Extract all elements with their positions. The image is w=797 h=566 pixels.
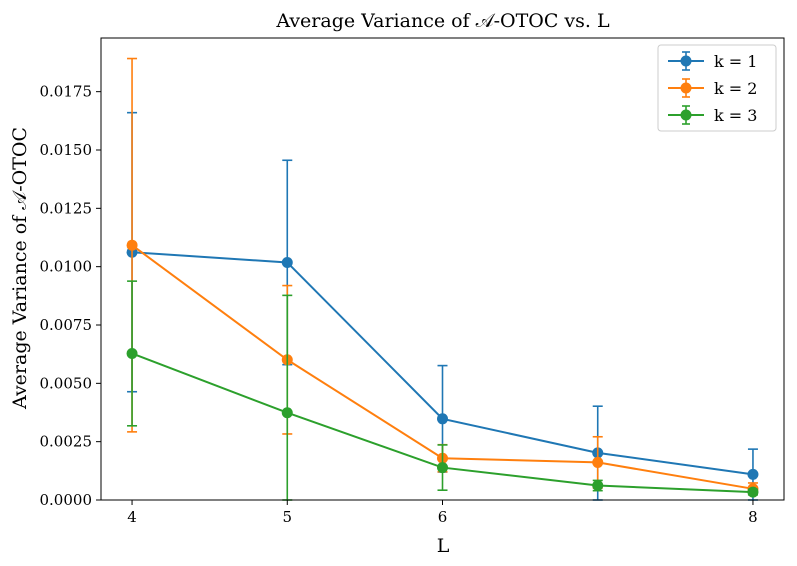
legend-box — [657, 44, 777, 132]
series-1 — [126, 111, 759, 501]
legend-entry: k = 2 — [668, 78, 757, 98]
data-point — [126, 239, 138, 251]
data-point — [747, 468, 759, 480]
y-tick-label: 0.0125 — [40, 199, 93, 217]
plot-area — [126, 57, 759, 501]
y-tick-label: 0.0075 — [40, 316, 93, 334]
legend-marker — [680, 55, 692, 67]
x-tick-label: 4 — [127, 508, 137, 526]
data-point — [437, 413, 448, 425]
data-point — [592, 480, 604, 492]
x-tick-label: 5 — [282, 508, 292, 526]
y-tick-label: 0.0025 — [40, 433, 93, 451]
y-tick-label: 0.0000 — [40, 491, 93, 509]
y-axis-label: Average Variance of 𝒜-OTOC — [9, 127, 31, 410]
x-tick-label: 6 — [438, 508, 448, 526]
legend-marker — [680, 82, 692, 94]
legend-label: k = 3 — [714, 106, 757, 125]
y-tick-label: 0.0150 — [40, 141, 93, 159]
data-point — [126, 347, 138, 359]
data-point — [281, 407, 293, 419]
legend-label: k = 1 — [714, 52, 757, 71]
legend-entry: k = 3 — [668, 105, 757, 125]
legend: k = 1 k = 2 k = 3 — [657, 44, 777, 132]
legend-entry: k = 1 — [668, 51, 757, 71]
data-point — [747, 486, 759, 498]
y-tick-label: 0.0100 — [40, 258, 93, 276]
series-3 — [126, 280, 759, 501]
data-point — [437, 462, 448, 474]
y-tick-label: 0.0175 — [40, 83, 93, 101]
chart-title: Average Variance of 𝒜-OTOC vs. L — [275, 10, 610, 32]
legend-label: k = 2 — [714, 79, 757, 98]
y-tick-label: 0.0050 — [40, 374, 93, 392]
data-point — [592, 456, 604, 468]
x-axis-label: L — [437, 535, 450, 557]
x-tick-label: 8 — [748, 508, 758, 526]
data-point — [281, 256, 293, 268]
legend-marker — [680, 109, 692, 121]
